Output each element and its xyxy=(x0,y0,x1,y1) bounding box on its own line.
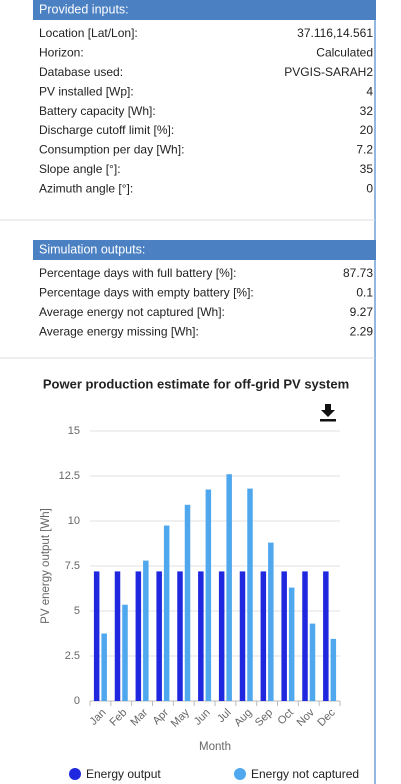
legend-label: Energy output xyxy=(86,767,161,781)
bar xyxy=(302,571,308,701)
row-label: Horizon: xyxy=(39,46,84,60)
x-tick-label: Apr xyxy=(150,706,171,727)
row-label: Azimuth angle [°]: xyxy=(39,181,133,195)
bar xyxy=(114,571,121,701)
y-tick-label: 0 xyxy=(74,695,80,707)
x-tick-label: Jun xyxy=(192,707,213,728)
bar xyxy=(260,571,267,701)
section-header xyxy=(33,240,376,260)
row-label: Battery capacity [Wh]: xyxy=(39,104,156,118)
download-icon-base[interactable] xyxy=(320,419,336,422)
chart-title: Power production estimate for off-grid P… xyxy=(43,376,349,391)
bar xyxy=(323,571,329,701)
row-value: Calculated xyxy=(316,46,373,60)
bar xyxy=(156,571,162,701)
download-icon[interactable] xyxy=(321,404,335,417)
bar xyxy=(268,542,274,701)
bar xyxy=(218,571,225,701)
download-button[interactable] xyxy=(320,404,336,422)
row-label: Percentage days with full battery [%]: xyxy=(39,266,236,280)
y-axis-label: PV energy output [Wh] xyxy=(40,508,52,624)
row-label: Database used: xyxy=(39,65,123,79)
bar xyxy=(163,525,170,701)
row-value: 4 xyxy=(366,84,373,98)
x-tick-label: Mar xyxy=(128,706,150,728)
bar xyxy=(288,587,295,701)
row-value: 20 xyxy=(360,123,374,137)
y-tick-label: 15 xyxy=(68,425,80,437)
x-axis-label: Month xyxy=(199,741,231,753)
row-label: PV installed [Wp]: xyxy=(39,84,134,98)
x-tick-label: Feb xyxy=(108,707,130,729)
row-value: 35 xyxy=(360,162,374,176)
bar xyxy=(239,571,246,701)
bar xyxy=(177,571,183,701)
x-tick-label: Sep xyxy=(253,707,275,729)
row-label: Slope angle [°]: xyxy=(39,162,121,176)
section-header xyxy=(33,0,376,20)
row-label: Average energy not captured [Wh]: xyxy=(39,305,225,319)
bar xyxy=(93,571,100,701)
row-value: 9.27 xyxy=(350,305,374,319)
bar xyxy=(226,474,232,701)
row-value: 0.1 xyxy=(356,286,373,300)
row-label: Percentage days with empty battery [%]: xyxy=(39,286,254,300)
section-title: Provided inputs: xyxy=(39,2,129,16)
y-tick-label: 5 xyxy=(74,605,80,617)
bar xyxy=(184,504,191,701)
y-tick-label: 10 xyxy=(68,515,80,527)
bar xyxy=(122,604,128,701)
row-value: PVGIS-SARAH2 xyxy=(284,65,373,79)
bar xyxy=(281,571,287,701)
x-tick-label: Jul xyxy=(215,707,233,725)
x-tick-label: May xyxy=(169,706,193,730)
bar xyxy=(101,633,107,701)
row-value: 32 xyxy=(360,104,374,118)
x-tick-label: Jan xyxy=(88,707,109,728)
bar xyxy=(198,571,204,701)
bar xyxy=(143,560,149,701)
x-tick-label: Oct xyxy=(275,707,296,728)
row-label: Discharge cutoff limit [%]: xyxy=(39,123,174,137)
bar xyxy=(309,623,316,701)
legend-swatch xyxy=(69,768,81,780)
row-value: 87.73 xyxy=(343,266,373,280)
x-tick-label: Nov xyxy=(295,706,318,729)
x-tick-label: Dec xyxy=(315,706,338,729)
row-value: 37.116,14.561 xyxy=(297,26,373,40)
y-tick-label: 12.5 xyxy=(59,470,80,482)
row-label: Location [Lat/Lon]: xyxy=(39,26,138,40)
bar xyxy=(205,489,212,701)
legend-label: Energy not captured xyxy=(251,767,359,781)
y-tick-label: 7.5 xyxy=(65,560,80,572)
section-title: Simulation outputs: xyxy=(39,242,145,256)
row-value: 0 xyxy=(366,181,373,195)
bar xyxy=(247,488,253,701)
row-label: Consumption per day [Wh]: xyxy=(39,143,184,157)
row-label: Average energy missing [Wh]: xyxy=(39,324,199,338)
legend-swatch xyxy=(234,768,246,780)
row-value: 2.29 xyxy=(350,324,374,338)
y-tick-label: 2.5 xyxy=(65,650,80,662)
row-value: 7.2 xyxy=(356,143,373,157)
x-tick-label: Aug xyxy=(232,707,254,729)
bar xyxy=(330,638,337,701)
bar xyxy=(135,571,142,701)
